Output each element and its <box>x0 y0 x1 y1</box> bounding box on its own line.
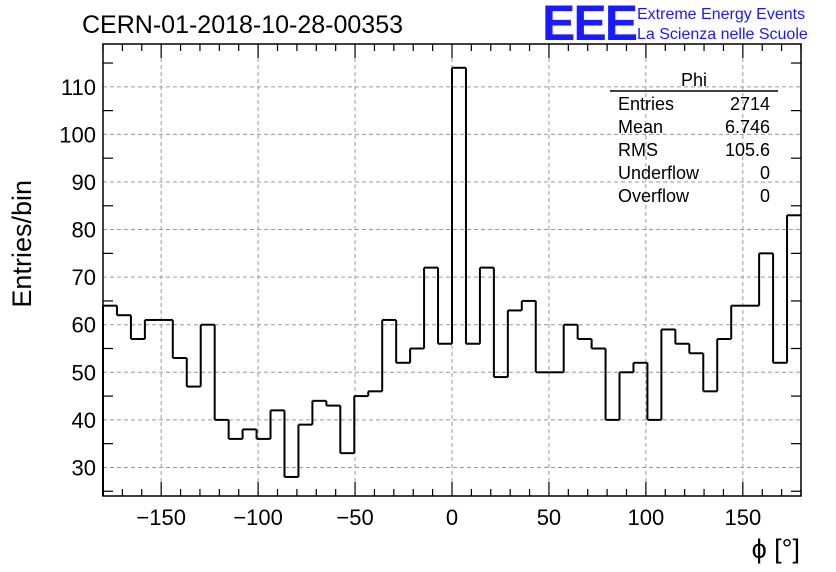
stats-rows: Entries 2714 Mean 6.746 RMS 105.6 Underflow 0 Ov… <box>618 94 770 206</box>
y-tick-label: 100 <box>59 122 96 147</box>
x-tick-label: −150 <box>136 505 186 530</box>
grid-lines <box>103 44 801 496</box>
logo-line-2: La Scienza nelle Scuole <box>637 26 808 43</box>
axis-ticks <box>102 44 802 496</box>
chart-title: CERN-01-2018-10-28-00353 <box>82 11 403 39</box>
y-tick-label: 70 <box>72 265 96 290</box>
stats-value: 105.6 <box>725 140 770 160</box>
stats-value: 6.746 <box>725 117 770 137</box>
y-tick-label: 90 <box>72 170 96 195</box>
y-tick-label: 80 <box>72 218 96 243</box>
y-tick-labels: 30 40 50 60 70 80 90 100 110 <box>59 75 96 481</box>
eee-logo: EEE Extreme Energy Events La Scienza nel… <box>542 0 808 51</box>
x-tick-label: 0 <box>446 505 458 530</box>
x-tick-label: −100 <box>233 505 283 530</box>
stats-label: Mean <box>618 117 663 137</box>
y-tick-label: 30 <box>72 455 96 480</box>
y-tick-label: 110 <box>61 75 96 100</box>
stats-label: Overflow <box>618 186 690 206</box>
eee-logo-text: EEE <box>542 0 637 51</box>
y-tick-label: 40 <box>72 408 96 433</box>
x-tick-label: 100 <box>628 505 665 530</box>
logo-line-1: Extreme Energy Events <box>637 6 805 23</box>
x-axis-title: ϕ [°] <box>752 534 800 564</box>
stats-value: 0 <box>760 163 770 183</box>
stats-value: 2714 <box>730 94 770 114</box>
y-tick-label: 50 <box>72 360 96 385</box>
stats-box: Phi Entries 2714 Mean 6.746 RMS 105.6 Underflo… <box>610 70 778 206</box>
x-tick-label: 50 <box>537 505 561 530</box>
stats-name: Phi <box>681 70 707 90</box>
stats-value: 0 <box>760 186 770 206</box>
stats-label: Underflow <box>618 163 700 183</box>
x-tick-label: −50 <box>336 505 373 530</box>
stats-label: Entries <box>618 94 674 114</box>
stats-label: RMS <box>618 140 658 160</box>
x-tick-label: 150 <box>724 505 761 530</box>
y-tick-label: 60 <box>72 313 96 338</box>
x-tick-labels: −150 −100 −50 0 50 100 150 <box>136 505 761 530</box>
y-axis-title: Entries/bin <box>7 180 37 308</box>
